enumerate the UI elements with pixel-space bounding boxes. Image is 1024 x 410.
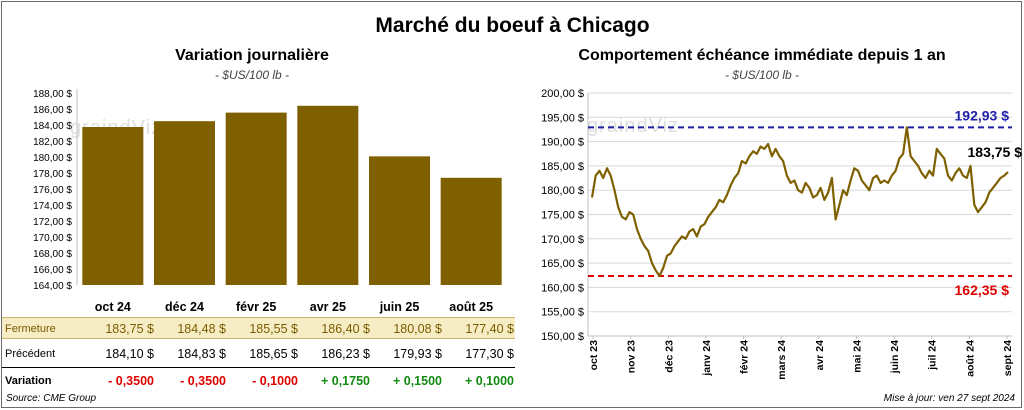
price-line: [590, 126, 1009, 278]
y-tick-label: 174,00 $: [33, 201, 72, 212]
variation-row: Variation - 0,3500 - 0,3500 - 0,1000 + 0…: [2, 370, 515, 392]
y-tick-label: 160,00 $: [541, 282, 584, 294]
x-tick-label: sept 24: [1002, 340, 1014, 376]
variation-cell: - 0,1000: [252, 374, 298, 388]
close-row: Fermeture 183,75 $ 184,48 $ 185,55 $ 186…: [2, 317, 515, 339]
main-title: Marché du boeuf à Chicago: [375, 14, 650, 37]
x-tick-label: avr 24: [814, 340, 826, 371]
right-chart-unit: - $US/100 lb -: [724, 68, 800, 82]
y-tick-label: 180,00 $: [541, 185, 584, 197]
bar: [369, 156, 430, 285]
previous-cell: 177,30 $: [465, 347, 514, 361]
y-tick-label: 182,00 $: [33, 137, 72, 148]
y-tick-label: 184,00 $: [33, 121, 72, 132]
y-tick-label: 180,00 $: [33, 153, 72, 164]
y-tick-label: 185,00 $: [541, 161, 584, 173]
table-divider: [2, 367, 515, 368]
left-chart-unit: - $US/100 lb -: [214, 68, 290, 82]
right-chart-title: Comportement échéance immédiate depuis 1…: [578, 47, 946, 64]
y-tick-label: 186,00 $: [33, 105, 72, 116]
previous-cell: 184,10 $: [105, 347, 154, 361]
previous-cell: 179,93 $: [393, 347, 442, 361]
watermark-right: graindViz: [587, 115, 680, 137]
close-cell: 177,40 $: [465, 322, 514, 336]
x-tick-label: déc 23: [663, 340, 675, 373]
y-tick-label: 168,00 $: [33, 249, 72, 260]
y-tick-label: 164,00 $: [33, 281, 72, 292]
y-tick-label: 195,00 $: [541, 112, 584, 124]
y-tick-label: 170,00 $: [33, 233, 72, 244]
y-tick-label: 190,00 $: [541, 137, 584, 149]
y-tick-label: 178,00 $: [33, 169, 72, 180]
y-tick-label: 166,00 $: [33, 265, 72, 276]
y-tick-label: 200,00 $: [541, 88, 584, 100]
x-tick-label: juin 25: [379, 300, 420, 314]
bar-chart: 164,00 $ 166,00 $ 168,00 $ 170,00 $ 172,00 $…: [33, 89, 502, 314]
x-tick-label: févr 24: [739, 340, 751, 374]
previous-cell: 186,23 $: [321, 347, 370, 361]
last-value-label: 183,75 $: [968, 144, 1023, 160]
source-note: Source: CME Group: [6, 393, 97, 404]
bar: [225, 112, 287, 285]
x-tick-label: juin 24: [889, 340, 901, 374]
x-tick-label: août 24: [964, 340, 976, 377]
low-label: 162,35 $: [955, 282, 1010, 298]
x-tick-label: févr 25: [236, 300, 276, 314]
y-tick-label: 155,00 $: [541, 307, 584, 319]
x-tick-label: avr 25: [310, 300, 346, 314]
x-tick-label: oct 23: [588, 340, 600, 371]
y-tick-label: 150,00 $: [541, 331, 584, 343]
close-cell: 186,40 $: [321, 322, 370, 336]
previous-label: Précédent: [5, 348, 56, 360]
y-tick-label: 176,00 $: [33, 185, 72, 196]
line-chart: 150,00 $ 155,00 $ 160,00 $ 165,00 $ 170,00 $…: [541, 88, 1023, 380]
high-label: 192,93 $: [955, 107, 1010, 123]
close-cell: 184,48 $: [177, 322, 226, 336]
y-tick-label: 165,00 $: [541, 258, 584, 270]
left-chart-title: Variation journalière: [175, 47, 329, 64]
variation-cell: + 0,1750: [320, 374, 370, 388]
x-tick-label: juil 24: [927, 340, 939, 371]
y-tick-label: 175,00 $: [541, 210, 584, 222]
previous-cell: 184,83 $: [177, 347, 226, 361]
x-tick-label: mai 24: [851, 340, 863, 373]
close-label: Fermeture: [5, 323, 56, 335]
update-note: Mise à jour: ven 27 sept 2024: [883, 393, 1015, 404]
variation-label: Variation: [5, 375, 52, 387]
x-tick-label: déc 24: [165, 300, 204, 314]
x-tick-label: mars 24: [776, 340, 788, 380]
variation-cell: - 0,3500: [180, 374, 226, 388]
x-tick-label: oct 24: [95, 300, 131, 314]
bar: [297, 105, 359, 285]
y-tick-label: 170,00 $: [541, 234, 584, 246]
close-cell: 185,55 $: [249, 322, 298, 336]
previous-cell: 185,65 $: [249, 347, 298, 361]
previous-row: Précédent 184,10 $ 184,83 $ 185,65 $ 186…: [2, 343, 515, 365]
variation-cell: + 0,1500: [392, 374, 442, 388]
variation-cell: + 0,1000: [464, 374, 514, 388]
y-tick-label: 172,00 $: [33, 217, 72, 228]
x-tick-label: août 25: [449, 300, 493, 314]
x-tick-label: janv 24: [701, 340, 713, 377]
variation-cell: - 0,3500: [108, 374, 154, 388]
bar: [82, 127, 144, 285]
bar: [154, 121, 215, 285]
x-tick-label: nov 23: [626, 340, 638, 373]
y-tick-label: 188,00 $: [33, 89, 72, 100]
close-cell: 183,75 $: [105, 322, 154, 336]
close-cell: 180,08 $: [393, 322, 442, 336]
bar: [440, 177, 502, 285]
